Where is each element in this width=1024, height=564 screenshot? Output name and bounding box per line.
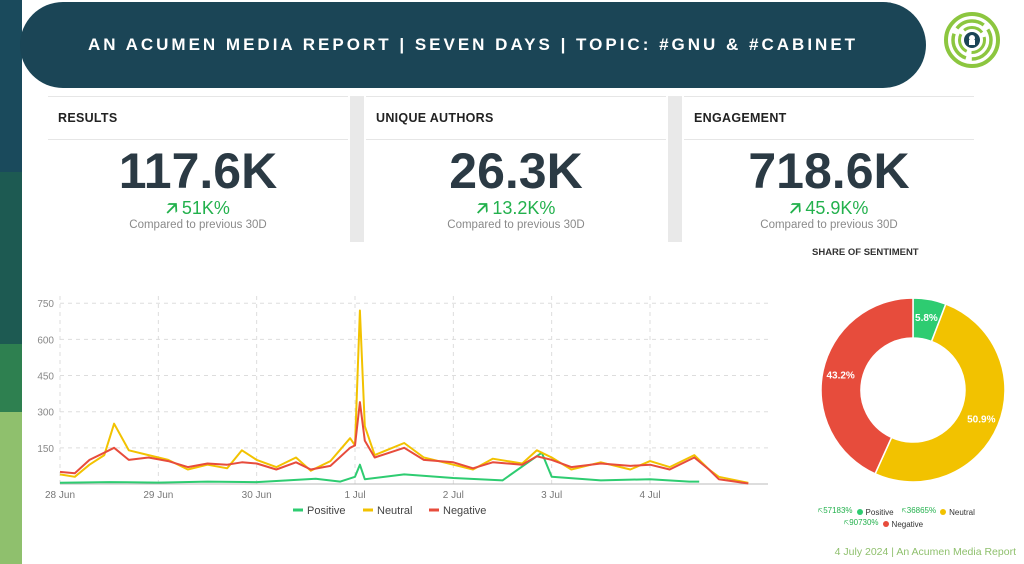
y-tick-label: 600 [37, 335, 54, 346]
left-strip-teal [0, 172, 22, 344]
y-tick-label: 300 [37, 408, 54, 419]
series-line-negative [59, 401, 749, 485]
negative-dot-icon [882, 521, 889, 527]
y-tick-label: 750 [37, 299, 54, 310]
engagement-compare: Compared to previous 30D [760, 219, 898, 231]
results-delta-value: 51K% [181, 198, 230, 218]
negative-change-value: 90730% [849, 518, 879, 527]
x-tick-label: 3 Jul [541, 490, 562, 501]
up-arrow-icon: 🡥 [789, 198, 802, 218]
positive-change: 🡤57183% [818, 506, 853, 515]
x-tick-label: 28 Jun [45, 490, 75, 501]
engagement-delta: 🡥 45.9K% [684, 198, 974, 218]
pie-title: SHARE OF SENTIMENT [812, 247, 919, 258]
left-strip-dark [0, 0, 22, 172]
positive-label: Positive [865, 507, 894, 517]
legend-negative: 🡤90730% Negative [844, 517, 923, 531]
card-divider [668, 96, 682, 242]
legend-neutral: 🡤36865% Neutral [902, 505, 975, 519]
donut-slice-neutral [874, 303, 1006, 483]
engagement-card: ENGAGEMENT 718.6K 🡥 45.9K% Compared to pr… [684, 96, 974, 242]
neutral-dot-icon [940, 509, 947, 515]
negative-change: 🡤90730% [844, 518, 879, 527]
slice-label-neutral: 50.9% [967, 414, 995, 425]
positive-dot-icon [856, 509, 863, 515]
acumen-maze-logo-icon [944, 12, 1000, 68]
unique-authors-label: UNIQUE AUTHORS [366, 96, 666, 140]
slice-label-positive: 5.8% [915, 313, 938, 324]
legend-label-negative: Negative [443, 505, 486, 517]
engagement-label: ENGAGEMENT [684, 96, 974, 140]
positive-change-value: 57183% [823, 506, 853, 515]
neutral-change: 🡤36865% [901, 506, 937, 515]
sentiment-line-chart: 750 600 450 300 150 28 Jun 29 Jun 30 Jun 1 Jul 2 … [37, 296, 768, 517]
left-strip-green [0, 344, 22, 412]
unique-authors-card: UNIQUE AUTHORS 26.3K 🡥 13.2K% Compared to… [366, 96, 666, 242]
unique-authors-delta: 🡥 13.2K% [366, 198, 666, 218]
unique-authors-compare: Compared to previous 30D [447, 219, 585, 231]
x-tick-label: 29 Jun [143, 490, 173, 501]
engagement-delta-value: 45.9K% [805, 198, 869, 218]
neutral-change-value: 36865% [906, 506, 937, 515]
results-value: 117.6K [118, 143, 278, 199]
report-header: AN ACUMEN MEDIA REPORT | SEVEN DAYS | TO… [20, 2, 926, 88]
negative-label: Negative [891, 519, 924, 529]
y-tick-label: 450 [37, 372, 54, 383]
x-tick-label: 4 Jul [639, 490, 660, 501]
series-line-positive [59, 451, 700, 484]
results-card: RESULTS 117.6K 🡥 51K% Compared to previou… [48, 96, 348, 242]
x-tick-label: 2 Jul [443, 490, 464, 501]
series-line-neutral [59, 309, 749, 484]
sentiment-donut-chart: 5.8% 50.9% 43.2% [820, 297, 1006, 483]
pie-legend: 🡤57183% Positive 🡤36865% Neutral 🡤90730%… [818, 506, 1018, 530]
results-delta: 🡥 51K% [48, 198, 348, 218]
up-arrow-icon: 🡥 [166, 198, 178, 218]
neutral-label: Neutral [949, 507, 975, 517]
slice-label-negative: 43.2% [826, 370, 854, 381]
unique-authors-delta-value: 13.2K% [492, 198, 556, 218]
results-label: RESULTS [48, 96, 348, 140]
legend-label-neutral: Neutral [377, 505, 412, 517]
legend-label-positive: Positive [307, 505, 346, 517]
unique-authors-value: 26.3K [449, 143, 583, 199]
y-tick-label: 150 [37, 444, 54, 455]
footer-note: 4 July 2024 | An Acumen Media Report [834, 546, 1016, 558]
card-divider [350, 96, 364, 242]
left-strip-light-green [0, 412, 22, 564]
donut-slice-negative [820, 297, 914, 475]
engagement-value: 718.6K [748, 143, 910, 199]
x-tick-label: 30 Jun [242, 490, 272, 501]
x-tick-label: 1 Jul [344, 490, 365, 501]
report-title: AN ACUMEN MEDIA REPORT | SEVEN DAYS | TO… [87, 35, 859, 54]
results-compare: Compared to previous 30D [129, 219, 267, 231]
up-arrow-icon: 🡥 [476, 198, 489, 218]
legend-positive: 🡤57183% Positive [818, 505, 894, 519]
